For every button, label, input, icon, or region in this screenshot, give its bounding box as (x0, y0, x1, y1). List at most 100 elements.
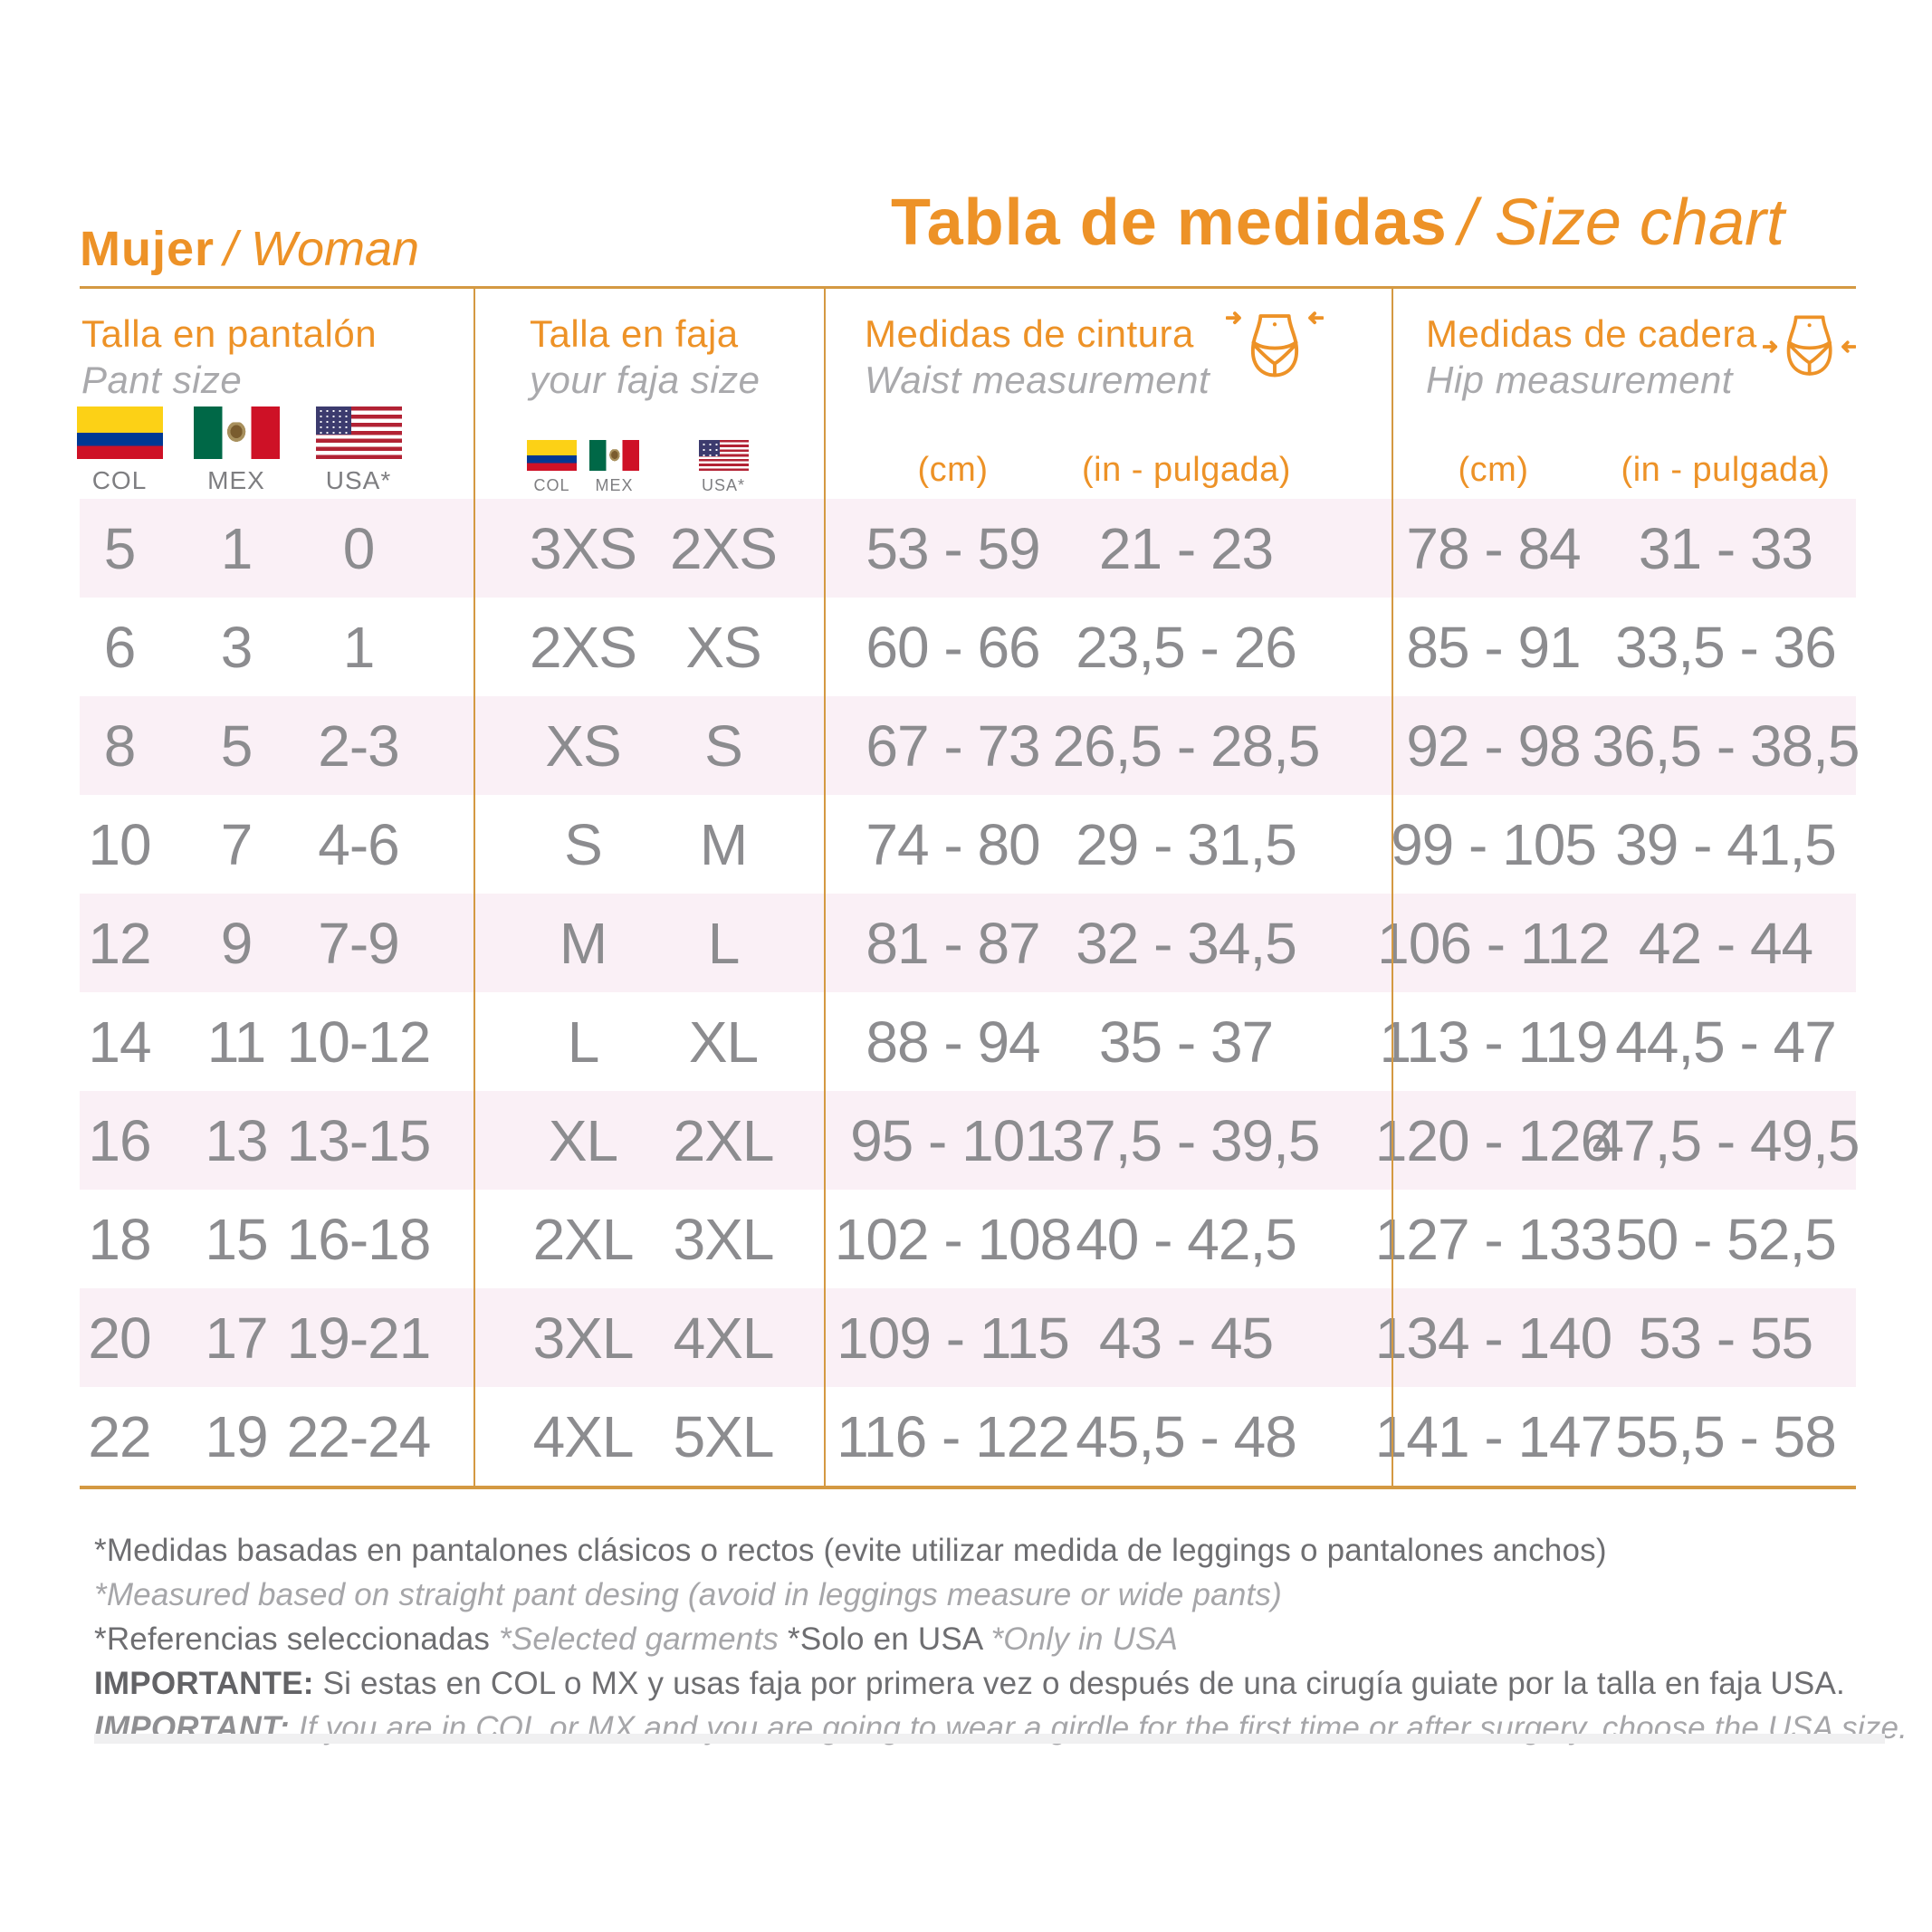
waist-in-unit: (in - pulgada) (1082, 451, 1291, 489)
header-waist: Medidas de cintura Waist measurement (824, 289, 1392, 499)
flag-label: MEX (595, 476, 634, 494)
waist-in-cell: 35 - 37 (1098, 1009, 1274, 1075)
flag-label: USA* (701, 476, 745, 494)
usa-flag-icon (698, 440, 749, 471)
pant-usa-cell: 0 (342, 515, 376, 581)
size-row: 16 13 13-15 XL 2XL 95 - 101 37,5 - 39,5 120 - 1… (80, 1091, 1860, 1190)
header-hip-title: Medidas de cadera (1426, 312, 1757, 355)
waist-in-cell: 40 - 42,5 (1076, 1206, 1297, 1272)
waist-cm-cell: 74 - 80 (866, 811, 1040, 877)
pant-mex-cell: 13 (205, 1107, 268, 1173)
hip-in-cell: 55,5 - 58 (1615, 1403, 1837, 1469)
pant-mex-cell: 9 (220, 910, 253, 976)
pant-col-cell: 10 (88, 811, 151, 877)
faja-usa-cell: 2XL (673, 1107, 775, 1173)
hip-cm-cell: 99 - 105 (1391, 811, 1597, 877)
pant-col-cell: 20 (88, 1305, 151, 1371)
waist-in-cell: 21 - 23 (1098, 515, 1274, 581)
faja-size-flags: COL MEX USA* (473, 440, 824, 495)
footnote-segment: IMPORTANTE: (94, 1666, 323, 1701)
faja-col-mex-cell: 2XL (532, 1206, 635, 1272)
pant-mex-cell: 11 (206, 1009, 266, 1075)
faja-usa-cell: 4XL (673, 1305, 775, 1371)
footnote: IMPORTANTE: Si estas en COL o MX y usas … (94, 1667, 1869, 1701)
hip-cm-cell: 85 - 91 (1406, 614, 1581, 680)
waist-cm-cell: 88 - 94 (866, 1009, 1040, 1075)
waist-cm-unit: (cm) (917, 451, 989, 489)
flag-label: MEX (207, 466, 265, 494)
footnote-segment: *Referencias seleccionadas (94, 1621, 500, 1657)
footnote: *Measured based on straight pant desing … (94, 1578, 1869, 1612)
waist-cm-cell: 102 - 108 (834, 1206, 1072, 1272)
flag-label: COL (91, 466, 148, 494)
spacer-cell (1290, 795, 1392, 894)
hip-in-cell: 39 - 41,5 (1615, 811, 1837, 877)
pant-usa-cell: 22-24 (286, 1403, 432, 1469)
pant-mex-cell: 7 (220, 811, 253, 877)
waist-in-cell: 37,5 - 39,5 (1052, 1107, 1321, 1173)
waist-in-cell: 26,5 - 28,5 (1052, 713, 1321, 779)
waist-cm-cell: 109 - 115 (837, 1305, 1070, 1371)
faja-usa-cell: S (704, 713, 743, 779)
size-row: 6 3 1 2XS XS 60 - 66 23,5 - 26 85 - 91 33,5 - 36 (80, 598, 1856, 696)
hip-cm-unit: (cm) (1458, 451, 1529, 489)
size-row: 10 7 4-6 S M 74 - 80 29 - 31,5 99 - 105 39 - 41,… (80, 795, 1856, 894)
footnotes: *Medidas basadas en pantalones clásicos … (94, 1534, 1908, 1755)
flag-label: COL (533, 476, 570, 494)
header-hip: Medidas de cadera Hip measurement (1392, 289, 1856, 499)
gender-heading-en: / Woman (224, 222, 420, 276)
footnote: *Referencias seleccionadas *Selected gar… (94, 1622, 1869, 1657)
hip-in-unit: (in - pulgada) (1621, 451, 1831, 489)
pant-col-cell: 6 (103, 614, 137, 680)
faja-col-mex-cell: S (564, 811, 603, 877)
faja-col-mex-cell: M (559, 910, 607, 976)
footnote-segment: *Selected garments (499, 1621, 789, 1657)
hip-cm-cell: 134 - 140 (1374, 1305, 1612, 1371)
pant-usa-cell: 4-6 (318, 811, 400, 877)
pant-col-cell: 5 (103, 515, 137, 581)
waist-in-cell: 32 - 34,5 (1076, 910, 1297, 976)
hip-units: (cm) (in - pulgada) (1392, 451, 1856, 490)
hip-in-cell: 36,5 - 38,5 (1592, 713, 1860, 779)
waist-cm-cell: 81 - 87 (866, 910, 1040, 976)
footnote-segment: *Only in USA (990, 1621, 1179, 1657)
pant-col-cell: 14 (88, 1009, 151, 1075)
table-header: Talla en pantalón Pant size Talla en faj… (76, 289, 1856, 499)
pant-mex-cell: 19 (205, 1403, 268, 1469)
hip-cm-cell: 92 - 98 (1406, 713, 1581, 779)
waist-in-cell: 29 - 31,5 (1076, 811, 1297, 877)
hip-cm-cell: 141 - 147 (1374, 1403, 1612, 1469)
pant-usa-cell: 16-18 (286, 1206, 432, 1272)
pant-col-cell: 8 (103, 713, 137, 779)
header-faja-size: Talla en faja your faja size (473, 289, 824, 499)
hip-in-cell: 53 - 55 (1638, 1305, 1813, 1371)
size-row: 14 11 10-12 L XL 88 - 94 35 - 37 113 - 119 44,5 … (80, 992, 1856, 1091)
header-waist-title: Medidas de cintura (865, 312, 1194, 355)
pant-mex-cell: 17 (205, 1305, 268, 1371)
pant-mex-cell: 15 (205, 1206, 268, 1272)
pant-size-flags: COL MEX USA* (76, 406, 473, 495)
waist-cm-cell: 53 - 59 (866, 515, 1040, 581)
gender-heading-es: Mujer (80, 222, 215, 276)
faja-col-mex-cell: XS (545, 713, 621, 779)
header-pant-size: Talla en pantalón Pant size (80, 289, 473, 499)
spacer-cell (1290, 992, 1392, 1091)
column-divider (473, 289, 475, 1486)
pant-col-cell: 22 (88, 1403, 151, 1469)
faja-col-mex-cell: L (567, 1009, 600, 1075)
footnote: *Medidas basadas en pantalones clásicos … (94, 1534, 1869, 1568)
hip-cm-cell: 127 - 133 (1374, 1206, 1612, 1272)
size-row: 18 15 16-18 2XL 3XL 102 - 108 40 - 42,5 127 - 1… (80, 1190, 1856, 1288)
faja-usa-cell: L (707, 910, 741, 976)
pant-usa-cell: 10-12 (286, 1009, 432, 1075)
waist-units: (cm) (in - pulgada) (824, 451, 1392, 490)
header-waist-subtitle: Waist measurement (865, 359, 1210, 401)
faja-usa-cell: 3XL (673, 1206, 775, 1272)
size-row: 22 19 22-24 4XL 5XL 116 - 122 45,5 - 48 141 - 1… (80, 1387, 1856, 1486)
colombia-flag-icon (527, 440, 577, 471)
spacer-cell (1290, 696, 1392, 795)
faja-usa-cell: 5XL (673, 1403, 775, 1469)
bottom-divider (94, 1734, 1885, 1744)
pant-mex-cell: 5 (220, 713, 253, 779)
hip-measure-icon (1762, 315, 1856, 376)
